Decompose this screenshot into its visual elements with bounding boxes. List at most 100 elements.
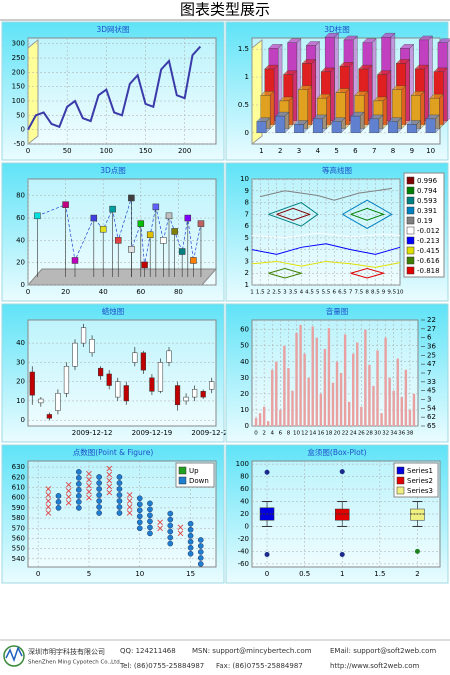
x-tick-label: 2009-12-26 [191,429,232,437]
plot-area [27,37,217,145]
x-mark [86,476,92,483]
point [178,248,186,255]
side-label: 47 [427,360,436,368]
x-tick-label: 80 [174,288,183,296]
y-tick-label: 2 [245,269,249,277]
o-mark [76,487,82,493]
y-tick-label: 9 [245,187,249,195]
y-tick-label: 0.5 [238,101,249,109]
x-mark [86,494,92,501]
o-mark [147,518,153,525]
x-tick-label: 3 [283,290,287,296]
o-mark [116,492,123,498]
y-tick-label: 30 [16,358,25,366]
o-mark [147,500,153,507]
o-mark [187,550,194,557]
o-mark [96,498,102,504]
pnf-column [106,465,113,496]
x-tick-label: 7 [349,290,353,296]
legend-swatch [406,206,415,215]
o-mark [116,504,123,510]
x-tick-label: 3.5 [289,290,298,296]
x-tick-label: 20 [334,431,341,437]
bar [275,115,286,133]
bar [369,118,380,133]
bar [311,326,314,426]
y-tick-label: 40 [16,236,25,244]
outlier [339,469,345,475]
o-mark [136,495,143,502]
bar [283,345,286,426]
x-mark [126,510,133,516]
bar-side [345,88,350,130]
o-mark [187,520,194,527]
bar-side [269,91,275,130]
bar [254,417,258,426]
3d-wall [251,38,263,146]
o-mark [197,555,204,561]
x-tick-label: 0 [26,147,30,155]
y-tick-label: 600 [12,494,25,502]
pnf-column [116,474,123,516]
y-tick-label: 10 [240,175,249,183]
bar-side [330,67,335,126]
x-tick-label: 1 [340,570,344,578]
chart-panel: 点数图(Point & Figure) 540 550 560 570 580 590 600… [1,444,225,584]
candle-body [174,385,181,406]
x-tick-label: 0.5 [299,570,310,578]
x-mark [157,519,163,526]
bar [406,124,417,133]
y-tick-label: 80 [16,192,25,200]
x-mark [45,504,52,510]
bar [339,373,343,426]
company-name: 深圳市明宇科技有限公司 [28,647,105,656]
legend-swatch [406,186,415,195]
x-tick-label: 26 [358,431,365,437]
x-tick-label: 36 [398,431,405,437]
y-tick-label: 0 [21,416,25,424]
o-mark [76,475,82,481]
point [99,225,107,233]
o-mark [147,512,153,519]
o-mark [167,534,174,541]
chart-title: 3D点图 [100,166,126,175]
contour-line [350,267,386,279]
bar [327,328,331,426]
legend-swatch [396,486,405,495]
point [109,205,116,213]
o-mark [197,543,204,549]
contour-line [251,260,401,268]
point [190,257,197,264]
o-mark [167,522,174,529]
x-mark [86,482,92,489]
x-tick-label: 2 [278,147,282,155]
candle-body [183,396,189,402]
legend-swatch [406,236,415,245]
legend-label: Series3 [407,487,433,495]
point [197,220,205,227]
bar [347,401,351,426]
bar [360,406,363,426]
x-tick-label: 7.5 [355,290,364,296]
legend-swatch [178,466,187,475]
bar [331,121,342,133]
x-mark [106,477,113,484]
y-tick-label: 150 [12,83,25,91]
legend-label: -0.213 [417,237,440,245]
legend-label: 0.996 [417,177,438,185]
side-label: 54 [427,404,436,412]
x-tick-label: 10 [293,431,300,437]
bar [356,342,359,426]
pnf-column [136,495,143,532]
x-tick-label: 9 [382,290,386,296]
candle-body [72,342,78,367]
candle-body [98,367,104,377]
bar [425,118,436,133]
x-tick-label: 30 [374,431,381,437]
o-mark [167,528,174,535]
tel: Tel: (86)0755-25884987 [119,662,204,670]
o-mark [55,499,62,505]
